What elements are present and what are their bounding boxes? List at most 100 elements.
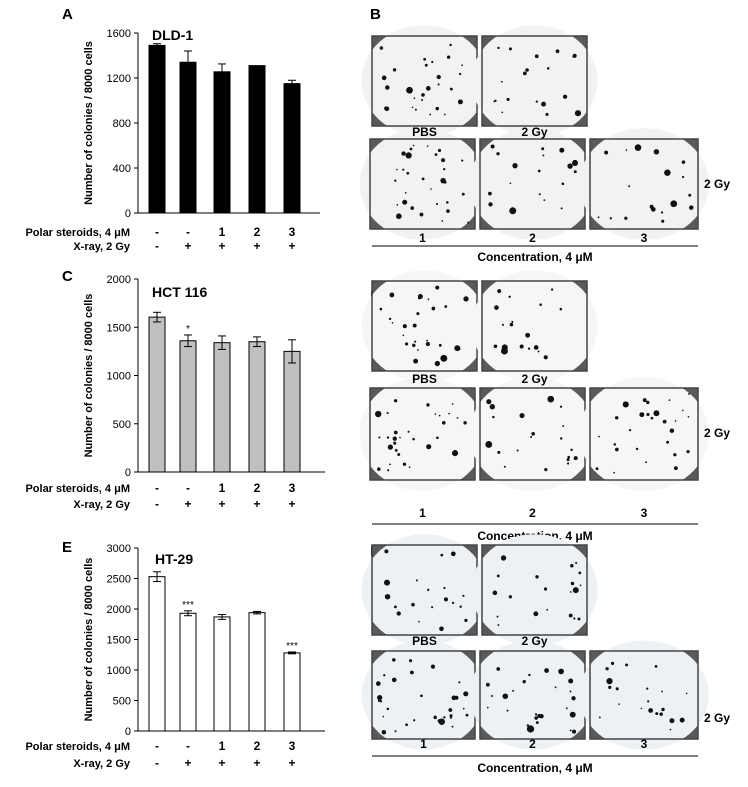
colony — [389, 292, 395, 298]
colony — [640, 707, 643, 710]
colony — [449, 87, 453, 91]
bar — [248, 341, 266, 473]
colony — [438, 414, 441, 417]
colony — [451, 695, 457, 701]
colony — [379, 46, 384, 50]
colony — [463, 421, 467, 425]
colony — [443, 716, 446, 719]
colony — [446, 201, 449, 204]
colony — [688, 193, 692, 197]
colony — [375, 681, 381, 686]
colony — [666, 440, 670, 444]
y-tick-label: 2000 — [107, 274, 131, 286]
colony — [456, 417, 459, 419]
condition-symbol: + — [218, 239, 225, 253]
colony — [501, 344, 508, 351]
colony-well-image-field — [471, 25, 598, 137]
colony — [501, 323, 504, 326]
colony — [427, 298, 430, 301]
colony — [391, 321, 394, 324]
colony — [624, 216, 628, 220]
colony — [414, 108, 417, 111]
colony — [573, 170, 577, 174]
colony — [541, 101, 547, 107]
colony — [535, 721, 539, 725]
colony — [408, 659, 413, 663]
colony — [458, 681, 461, 684]
colony — [545, 112, 549, 117]
colony — [541, 147, 545, 151]
y-tick-label: 1200 — [107, 73, 131, 85]
well-label: 3 — [641, 506, 648, 520]
colony — [613, 443, 617, 446]
colony — [571, 696, 576, 701]
colony-well-image-border — [481, 280, 588, 372]
chart-title: HCT 116 — [152, 284, 207, 300]
colony — [559, 437, 563, 440]
colony — [407, 430, 410, 433]
colony — [417, 349, 419, 351]
colony — [412, 323, 417, 328]
colony — [659, 712, 663, 716]
colony — [575, 561, 578, 564]
colony — [650, 207, 656, 212]
colony — [506, 709, 509, 712]
colony — [402, 324, 407, 329]
panel-letter: A — [62, 6, 73, 23]
colony — [429, 113, 432, 116]
colony — [450, 551, 456, 557]
colony — [534, 54, 539, 59]
condition-symbol: - — [155, 239, 159, 253]
colony — [435, 285, 440, 290]
colony — [525, 68, 529, 72]
well-label: 3 — [641, 231, 648, 245]
well-label: PBS — [412, 372, 437, 386]
colony — [443, 597, 449, 602]
colony — [410, 670, 414, 675]
colony — [457, 99, 463, 105]
colony — [662, 419, 667, 424]
colony — [414, 340, 417, 343]
colony — [426, 403, 430, 407]
bar — [213, 342, 231, 473]
chart-title: HT-29 — [155, 551, 193, 567]
condition-row-label: X-ray, 2 Gy — [73, 241, 131, 253]
well-label: PBS — [412, 634, 437, 648]
colony — [492, 590, 498, 596]
colony — [427, 588, 430, 591]
colony — [688, 393, 690, 395]
colony — [669, 428, 675, 433]
colony — [406, 86, 413, 94]
bar — [148, 576, 166, 732]
colony — [508, 295, 511, 298]
colony — [413, 719, 416, 722]
colony — [574, 110, 582, 117]
colony — [441, 220, 444, 222]
colony — [402, 199, 408, 205]
condition-symbol: 3 — [289, 739, 296, 753]
colony — [501, 111, 504, 114]
colony-well-image-field — [579, 128, 709, 240]
colony-well-image-field — [471, 270, 598, 382]
colony — [386, 412, 389, 415]
colony — [537, 169, 541, 173]
colony — [502, 693, 509, 700]
colony — [533, 611, 539, 617]
colony — [394, 448, 398, 452]
significance-marker: *** — [286, 641, 298, 652]
colony — [544, 468, 548, 472]
colony — [387, 469, 390, 472]
colony — [608, 685, 612, 689]
colony — [426, 145, 429, 147]
colony — [443, 180, 447, 184]
colony — [494, 99, 497, 102]
colony — [441, 420, 446, 425]
colony — [463, 296, 469, 302]
colony — [604, 150, 609, 155]
colony — [497, 46, 500, 50]
colony — [605, 667, 609, 671]
colony — [673, 453, 677, 457]
colony — [413, 97, 416, 100]
colony — [538, 193, 541, 196]
colony — [628, 429, 632, 432]
